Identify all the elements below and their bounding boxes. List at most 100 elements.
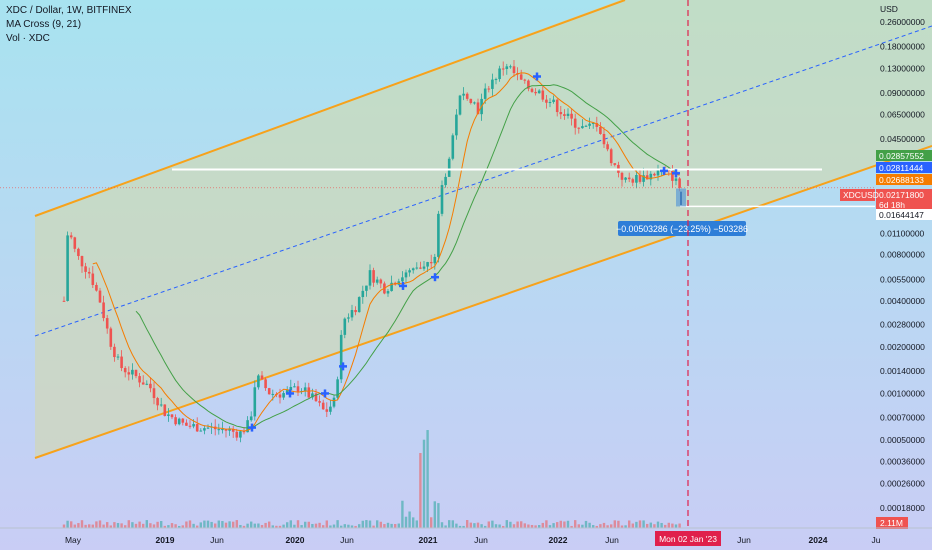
volume-bar [430,517,433,528]
candle-body [555,99,559,113]
candle-body [134,369,138,377]
volume-bar [178,525,181,528]
candle-body [170,414,174,418]
candle-body [494,79,498,81]
measure-tooltip-text: −0.00503286 (−23.25%) −503286 [616,224,748,234]
time-tick-label: 2019 [156,535,175,545]
candle-body [84,266,87,272]
candle-body [635,175,638,183]
price-badge-label: 0.02857552 [879,151,924,161]
volume-bar [422,439,426,528]
channel-fill [35,0,932,458]
ma-cross-indicator-label[interactable]: MA Cross (9, 21) [6,19,82,30]
candle-body [476,102,480,115]
volume-bar [599,524,602,528]
volume-bar [192,523,195,528]
candle-body [87,271,91,274]
symbol-title[interactable]: XDC / Dollar, 1W, BITFINEX [6,5,132,16]
volume-bar [221,521,224,528]
price-tick-label: 0.00018000 [880,503,925,513]
volume-bar [170,523,174,528]
volume-bar [185,521,188,528]
volume-bar [610,524,613,528]
volume-bar [440,522,444,528]
candle-body [624,177,627,180]
volume-bar [289,520,292,528]
volume-bar [484,525,487,528]
volume-bar [628,520,631,528]
volume-bar [102,524,105,528]
candle-body [127,372,131,375]
candle-body [185,422,188,426]
volume-bar [77,523,80,528]
volume-bar [656,521,660,528]
volume-bar [282,524,285,528]
volume-bar [127,520,130,528]
candle-body [206,427,210,429]
candle-body [73,237,77,249]
candle-body [141,382,145,385]
volume-bar [228,521,231,528]
volume-bar [250,521,253,528]
volume-bar [217,520,220,528]
volume-bar [372,525,375,528]
volume-bar [181,525,184,528]
volume-bar [188,520,192,528]
candle-body [221,429,224,431]
time-tick-label: May [65,535,82,545]
volume-bar [156,521,159,528]
price-badge-label: 0.02811444 [879,163,924,173]
volume-bar [545,520,548,528]
volume-bar [109,525,112,528]
time-tick-label: 2021 [419,535,438,545]
volume-bar [91,524,94,528]
volume-bar [559,520,562,528]
volume-bar [617,520,620,528]
candle-body [77,248,80,257]
price-badge [876,209,932,220]
candle-body [375,279,379,283]
volume-bar [368,520,372,528]
candle-body [379,279,383,284]
volume-bar [134,523,138,528]
volume-bar [397,523,400,528]
volume-bar [498,524,501,528]
candle-body [419,267,422,269]
candle-body [415,267,419,269]
volume-bar [635,521,638,528]
candle-body [339,334,343,380]
time-tick-label: Jun [474,535,488,545]
candle-body [613,163,617,165]
time-tick-label: Jun [210,535,224,545]
volume-bar [73,524,76,528]
candle-body [152,388,156,399]
candle-body [354,310,357,313]
candle-body [411,268,415,271]
candle-body [199,430,203,432]
candle-body [145,383,149,385]
volume-bar [210,521,213,528]
volume-bar [444,525,447,528]
candle-body [429,262,433,264]
candle-body [350,310,354,318]
volume-bar [404,516,408,528]
candle-body [653,173,656,176]
price-tick-label: 0.00800000 [880,250,925,260]
candle-body [620,172,624,180]
candle-body [264,379,267,389]
candle-body [365,285,368,291]
volume-bar [120,523,123,528]
volume-bar [314,523,318,528]
volume-bar [286,522,289,528]
volume-bar [530,524,534,528]
candle-body [649,173,653,180]
volume-bar [556,522,559,528]
ma-fast-line [92,72,680,432]
volume-bar [674,524,678,528]
candle-body [404,272,408,278]
candle-body [422,266,426,269]
price-badge [876,150,932,161]
volume-indicator-label[interactable]: Vol · XDC [6,33,50,44]
candle-body [80,256,84,267]
